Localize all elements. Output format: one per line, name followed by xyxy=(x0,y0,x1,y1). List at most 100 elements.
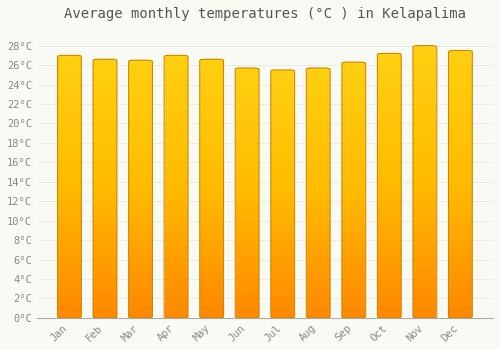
Bar xyxy=(129,247,152,250)
Bar xyxy=(200,169,223,173)
Bar xyxy=(164,233,188,236)
Bar xyxy=(94,166,116,169)
Bar xyxy=(306,302,330,306)
Bar xyxy=(236,149,258,152)
Bar xyxy=(271,182,294,185)
Bar xyxy=(449,278,472,281)
Bar xyxy=(129,228,152,231)
Bar xyxy=(414,229,436,233)
Bar xyxy=(200,192,223,195)
Bar xyxy=(58,288,81,292)
Bar xyxy=(94,276,116,279)
Bar xyxy=(271,169,294,172)
Bar xyxy=(58,131,81,134)
Bar xyxy=(94,198,116,202)
Bar xyxy=(306,287,330,290)
Bar xyxy=(342,206,365,209)
Bar xyxy=(449,164,472,168)
Title: Average monthly temperatures (°C ) in Kelapalima: Average monthly temperatures (°C ) in Ke… xyxy=(64,7,466,21)
Bar xyxy=(414,165,436,168)
Bar xyxy=(200,108,223,111)
Bar xyxy=(236,177,258,181)
Bar xyxy=(129,96,152,99)
Bar xyxy=(164,141,188,144)
Bar xyxy=(306,212,330,215)
Bar xyxy=(129,73,152,76)
Bar xyxy=(94,302,116,305)
Bar xyxy=(94,59,116,63)
Bar xyxy=(200,114,223,118)
Bar xyxy=(94,140,116,143)
Bar xyxy=(164,285,188,288)
Bar xyxy=(449,57,472,61)
Bar xyxy=(129,144,152,147)
Bar xyxy=(414,151,436,155)
Bar xyxy=(164,275,188,279)
Bar xyxy=(94,208,116,211)
Bar xyxy=(342,117,365,120)
Bar xyxy=(342,139,365,142)
Bar xyxy=(414,100,436,104)
Bar xyxy=(129,150,152,154)
Bar xyxy=(58,275,81,279)
Bar xyxy=(414,66,436,70)
Bar xyxy=(94,160,116,163)
Bar xyxy=(378,120,401,123)
Bar xyxy=(378,110,401,113)
Bar xyxy=(306,71,330,74)
Bar xyxy=(414,294,436,298)
Bar xyxy=(58,210,81,213)
Bar xyxy=(164,75,188,78)
Bar xyxy=(306,168,330,171)
Bar xyxy=(164,91,188,95)
Bar xyxy=(94,237,116,240)
Bar xyxy=(164,249,188,252)
Bar xyxy=(342,273,365,276)
Bar xyxy=(306,121,330,124)
Bar xyxy=(271,278,294,281)
Bar xyxy=(378,86,401,90)
Bar xyxy=(200,224,223,228)
Bar xyxy=(414,73,436,76)
Bar xyxy=(58,285,81,288)
Bar xyxy=(378,252,401,255)
Bar xyxy=(129,199,152,202)
Bar xyxy=(271,268,294,271)
Bar xyxy=(378,288,401,292)
Bar xyxy=(342,190,365,193)
Bar xyxy=(306,271,330,274)
Bar xyxy=(342,302,365,305)
Bar xyxy=(58,259,81,262)
Bar xyxy=(200,118,223,121)
Bar xyxy=(414,270,436,274)
Bar xyxy=(449,281,472,285)
Bar xyxy=(58,82,81,85)
Bar xyxy=(129,118,152,121)
Bar xyxy=(306,246,330,249)
Bar xyxy=(164,111,188,114)
Bar xyxy=(58,138,81,141)
Bar xyxy=(200,189,223,192)
Bar xyxy=(306,146,330,149)
Bar xyxy=(378,67,401,70)
Bar xyxy=(414,127,436,131)
Bar xyxy=(129,221,152,224)
Bar xyxy=(129,160,152,163)
Bar xyxy=(306,196,330,199)
Bar xyxy=(378,232,401,235)
Bar xyxy=(449,298,472,301)
Bar xyxy=(200,312,223,315)
Bar xyxy=(378,54,401,57)
Bar xyxy=(164,200,188,203)
Bar xyxy=(94,221,116,224)
Bar xyxy=(414,209,436,212)
Bar xyxy=(94,292,116,295)
Bar xyxy=(129,270,152,273)
Bar xyxy=(200,260,223,263)
Bar xyxy=(378,116,401,120)
Bar xyxy=(449,258,472,261)
Bar xyxy=(200,266,223,270)
Bar xyxy=(378,93,401,97)
Bar xyxy=(58,157,81,160)
Bar xyxy=(342,184,365,187)
